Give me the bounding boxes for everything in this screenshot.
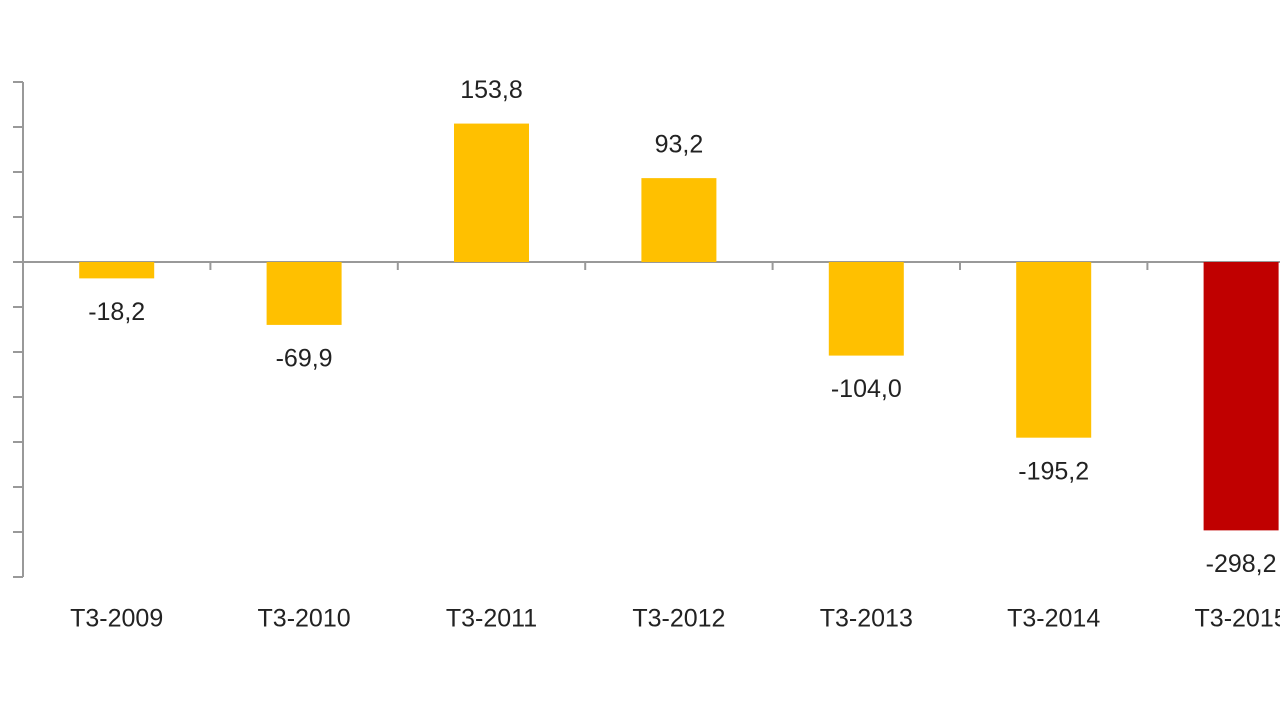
x-tick-label: T3-2013 xyxy=(820,605,913,633)
bar xyxy=(828,262,904,356)
bar xyxy=(641,178,717,262)
x-tick-label: T3-2014 xyxy=(1007,605,1100,633)
x-tick-label: T3-2009 xyxy=(70,605,163,633)
bar xyxy=(1203,262,1279,531)
bar xyxy=(1016,262,1092,438)
bar xyxy=(79,262,155,279)
value-label: -298,2 xyxy=(1206,550,1277,578)
x-tick-label: T3-2015 xyxy=(1195,605,1280,633)
value-label: -195,2 xyxy=(1018,457,1089,485)
x-tick-label: T3-2010 xyxy=(258,605,351,633)
bar xyxy=(454,123,529,262)
value-label: 153,8 xyxy=(460,76,523,104)
value-label: -18,2 xyxy=(88,298,145,326)
value-label: -104,0 xyxy=(831,375,902,403)
value-label: 93,2 xyxy=(655,131,704,159)
x-tick-label: T3-2011 xyxy=(446,605,537,633)
value-label: -69,9 xyxy=(276,345,333,373)
x-tick-label: T3-2012 xyxy=(632,605,725,633)
bar xyxy=(266,262,342,325)
